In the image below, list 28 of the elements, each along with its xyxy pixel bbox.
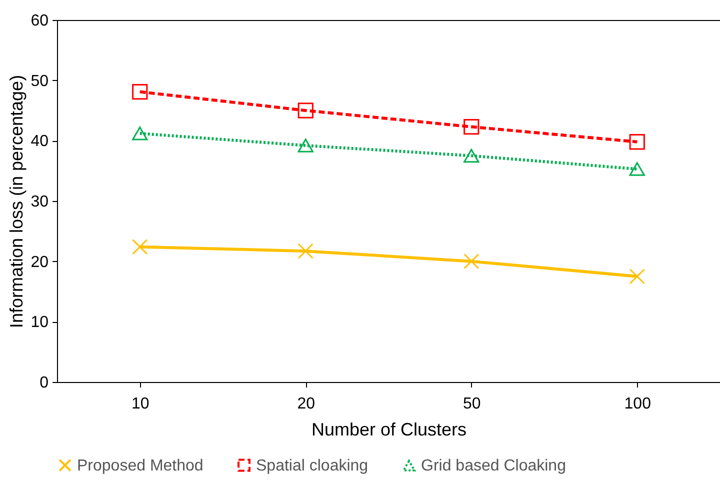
x-tick-label: 50: [462, 396, 481, 412]
point: [132, 239, 148, 255]
point: [464, 118, 480, 135]
point: [132, 126, 148, 140]
y-tick-label: 60: [30, 12, 49, 30]
x-axis-title: Number of Clusters: [311, 420, 467, 440]
y-tick-label: 40: [30, 133, 49, 150]
point: [298, 102, 314, 118]
y-tick-label: 0: [40, 374, 49, 392]
x-tick-label: 100: [624, 396, 652, 412]
point: [629, 134, 645, 150]
point: [298, 243, 314, 259]
x-tick-label: 20: [297, 396, 316, 412]
legend-label: Proposed Method: [77, 457, 204, 474]
point: [132, 84, 148, 100]
y-axis-title: Information loss (in percentage): [6, 74, 27, 328]
point: [464, 148, 480, 163]
point: [629, 162, 645, 176]
y-tick-label: 10: [30, 314, 49, 332]
point: [298, 138, 314, 152]
legend-label: Spatial cloaking: [256, 457, 368, 474]
y-tick-label: 20: [30, 254, 49, 271]
x-tick-label: 10: [131, 396, 150, 412]
y-tick-label: 50: [30, 72, 49, 90]
y-tick-label: 30: [30, 194, 49, 210]
point: [629, 268, 645, 284]
legend-label: Grid based Cloaking: [421, 458, 566, 475]
point: [464, 254, 480, 270]
